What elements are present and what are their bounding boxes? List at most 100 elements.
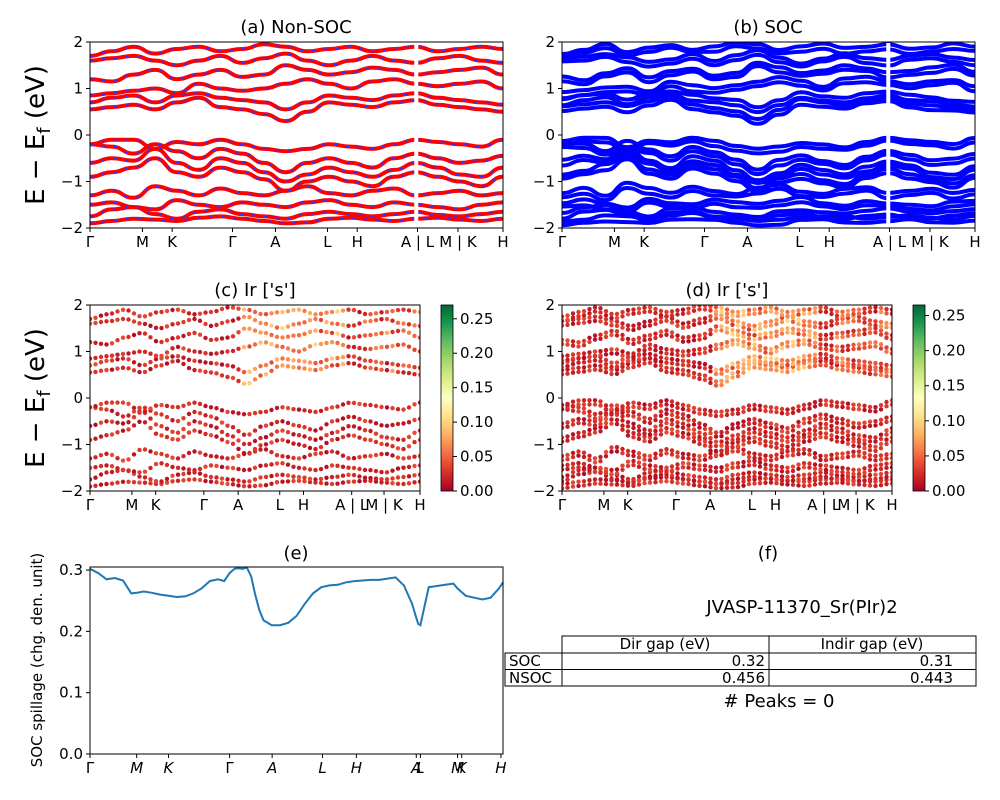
- scatter-point: [214, 425, 219, 430]
- scatter-point: [746, 427, 752, 432]
- scatter-point: [197, 411, 203, 416]
- scatter-point: [318, 328, 324, 334]
- scatter-point: [587, 482, 592, 487]
- scatter-point: [757, 441, 763, 446]
- scatter-point: [878, 476, 884, 481]
- scatter-point: [889, 311, 892, 316]
- scatter-point: [412, 372, 417, 377]
- scatter-point: [691, 453, 697, 458]
- scatter-point: [562, 341, 565, 347]
- scatter-point: [719, 382, 724, 388]
- scatter-point: [713, 312, 719, 317]
- scatter-point: [697, 458, 702, 463]
- scatter-point: [796, 451, 801, 457]
- scatter-point: [625, 433, 631, 438]
- scatter-point: [93, 369, 98, 375]
- scatter-point: [851, 328, 856, 334]
- scatter-point: [280, 405, 285, 410]
- scatter-point: [401, 446, 406, 452]
- scatter-point: [401, 307, 406, 312]
- scatter-point: [801, 365, 807, 370]
- scatter-point: [741, 409, 746, 414]
- scatter-point: [131, 311, 137, 316]
- scatter-point: [225, 319, 230, 324]
- scatter-point: [669, 366, 675, 371]
- scatter-point: [587, 350, 592, 355]
- scatter-point: [856, 358, 862, 364]
- band-line: [562, 138, 975, 156]
- scatter-point: [614, 471, 620, 476]
- scatter-point: [126, 308, 131, 313]
- scatter-point: [834, 469, 840, 474]
- scatter-point: [675, 352, 680, 358]
- scatter-point: [395, 475, 401, 480]
- scatter-point: [856, 444, 862, 449]
- scatter-point: [851, 482, 856, 487]
- scatter-point: [346, 361, 351, 366]
- scatter-point: [757, 306, 763, 311]
- scatter-point: [779, 464, 785, 470]
- scatter-point: [741, 471, 746, 476]
- scatter-point: [680, 311, 686, 316]
- scatter-point: [296, 307, 302, 312]
- scatter-point: [774, 409, 779, 415]
- scatter-point: [752, 402, 757, 408]
- scatter-point: [603, 317, 609, 322]
- scatter-point: [236, 483, 241, 488]
- scatter-point: [631, 425, 636, 431]
- scatter-point: [93, 320, 98, 326]
- band-line: [90, 214, 503, 226]
- scatter-point: [702, 377, 708, 383]
- scatter-point: [614, 421, 620, 427]
- scatter-point: [592, 402, 598, 407]
- scatter-point: [581, 338, 587, 344]
- scatter-point: [658, 452, 664, 457]
- scatter-point: [768, 480, 774, 485]
- scatter-point: [768, 323, 774, 328]
- scatter-point: [785, 469, 790, 475]
- table-row-label: SOC: [509, 652, 541, 670]
- scatter-point: [763, 472, 768, 477]
- scatter-point: [241, 344, 247, 350]
- colorbar-c-ticks: 0.000.050.100.150.200.25: [453, 310, 493, 500]
- scatter-point: [203, 413, 208, 418]
- scatter-point: [603, 477, 609, 483]
- scatter-point: [219, 437, 225, 442]
- scatter-point: [796, 404, 801, 409]
- scatter-point: [746, 417, 752, 422]
- x-tick-label: A: [270, 233, 281, 251]
- scatter-point: [384, 477, 390, 482]
- scatter-point: [829, 468, 834, 473]
- scatter-point: [785, 439, 790, 444]
- scatter-point: [653, 480, 658, 485]
- scatter-point: [104, 354, 109, 359]
- scatter-point: [565, 434, 570, 439]
- scatter-point: [686, 452, 691, 457]
- scatter-point: [829, 319, 834, 324]
- scatter-point: [708, 314, 713, 319]
- y-tick-label: −1: [533, 436, 555, 454]
- scatter-point: [702, 373, 708, 378]
- scatter-point: [625, 307, 631, 313]
- scatter-point: [669, 468, 675, 473]
- x-tick-label: Γ: [558, 496, 567, 514]
- scatter-point: [713, 305, 719, 310]
- scatter-point: [115, 420, 120, 425]
- scatter-point: [834, 321, 840, 326]
- band-line: [90, 51, 503, 68]
- band-line: [90, 205, 503, 221]
- scatter-point: [851, 402, 856, 407]
- scatter-point: [192, 409, 197, 415]
- scatter-point: [779, 362, 785, 367]
- scatter-point: [774, 321, 779, 327]
- scatter-point: [214, 361, 219, 366]
- scatter-point: [137, 480, 142, 485]
- scatter-point: [164, 361, 170, 366]
- scatter-point: [379, 477, 384, 482]
- scatter-point: [318, 480, 324, 486]
- scatter-point: [142, 409, 148, 414]
- scatter-point: [631, 400, 636, 405]
- scatter-point: [296, 358, 302, 363]
- scatter-point: [598, 481, 603, 486]
- scatter-point: [302, 320, 307, 325]
